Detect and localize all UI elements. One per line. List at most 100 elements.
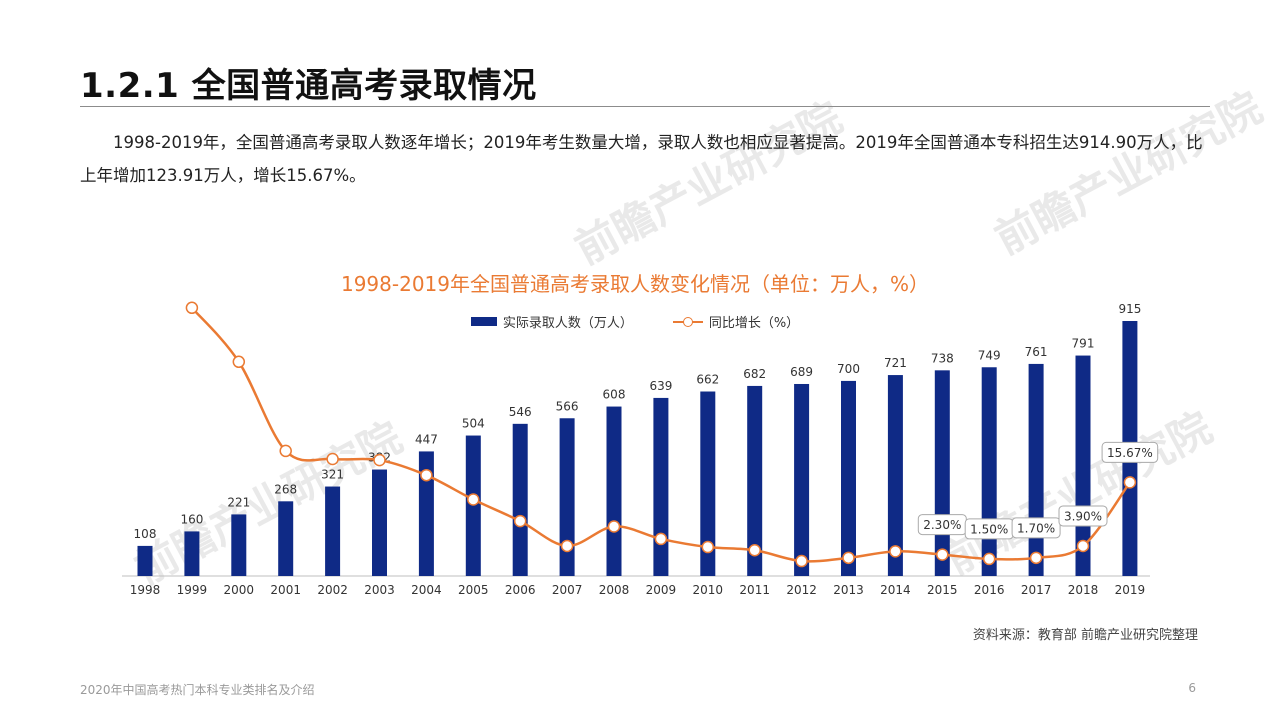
bar-value-label-2013: 700: [837, 362, 860, 376]
bar-2010: [700, 391, 716, 576]
chart-title: 1998-2019年全国普通高考录取人数变化情况（单位：万人，%）: [340, 272, 930, 296]
chart-legend: 实际录取人数（万人） 同比增长（%）: [0, 312, 1270, 331]
bar-2006: [512, 423, 528, 576]
x-tick-label-2017: 2017: [1021, 583, 1052, 597]
page-title: 1.2.1 全国普通高考录取情况: [80, 66, 537, 106]
bar-value-label-2019: 915: [1118, 302, 1141, 316]
bar-2003: [372, 469, 387, 576]
bar-value-label-2007: 566: [556, 399, 579, 413]
page-number: 6: [1188, 681, 1196, 695]
bar-1998: [137, 545, 153, 576]
bar-value-label-2010: 662: [696, 373, 719, 387]
line-point-2013: [842, 551, 855, 565]
bar-value-label-2002: 321: [321, 468, 344, 482]
bar-2007: [559, 418, 575, 576]
bar-value-label-2015: 738: [931, 351, 954, 365]
bar-2000: [231, 514, 247, 576]
line-point-2005: [467, 493, 480, 506]
bar-value-label-2016: 749: [978, 348, 1001, 362]
bar-2005: [465, 435, 481, 576]
legend-label-bars: 实际录取人数（万人）: [502, 316, 633, 331]
x-tick-label-2013: 2013: [833, 583, 864, 597]
legend-label-line: 同比增长（%）: [708, 316, 800, 331]
footer-document-title: 2020年中国高考热门本科专业类排名及介绍: [80, 683, 315, 697]
x-tick-label-2001: 2001: [270, 583, 301, 597]
bar-2001: [278, 501, 294, 576]
line-point-2003: [373, 453, 386, 467]
bar-value-label-2001: 268: [274, 482, 297, 496]
line-point-2011: [748, 544, 761, 557]
line-point-2009: [654, 532, 668, 546]
x-tick-label-2005: 2005: [458, 583, 489, 597]
bar-2002: [325, 486, 341, 576]
bar-value-label-2008: 608: [603, 388, 626, 402]
x-tick-label-2010: 2010: [693, 583, 724, 597]
line-point-2008: [607, 520, 621, 533]
x-tick-label-1999: 1999: [177, 583, 208, 597]
x-tick-label-2003: 2003: [364, 583, 395, 597]
bar-value-label-2012: 689: [790, 365, 813, 379]
line-point-2018: [1076, 539, 1090, 553]
bar-value-label-1999: 160: [180, 512, 203, 526]
line-label-2016: 1.50%: [970, 522, 1008, 536]
bar-value-label-2006: 546: [509, 405, 532, 419]
bar-2017: [1028, 363, 1044, 576]
x-tick-label-2004: 2004: [411, 583, 442, 597]
bar-value-label-2000: 221: [227, 495, 250, 509]
x-tick-label-2015: 2015: [927, 583, 958, 597]
x-tick-label-2007: 2007: [552, 583, 583, 597]
bar-value-label-2018: 791: [1072, 337, 1095, 351]
x-tick-label-2000: 2000: [224, 583, 255, 597]
line-point-2016: [982, 552, 996, 566]
line-point-2006: [513, 514, 527, 528]
bar-2008: [606, 406, 622, 576]
x-tick-label-2014: 2014: [880, 583, 911, 597]
line-point-2015: [936, 548, 949, 561]
bar-value-label-2009: 639: [649, 379, 672, 393]
bar-value-label-1998: 108: [134, 527, 157, 541]
line-label-box-2017: [1011, 517, 1061, 539]
line-point-2000: [232, 355, 246, 369]
line-label-box-2018: [1058, 505, 1108, 527]
bar-value-label-2005: 504: [462, 417, 485, 431]
line-label-2019: 15.67%: [1107, 446, 1153, 460]
bar-value-label-2004: 447: [415, 432, 438, 446]
line-point-2012: [795, 554, 808, 568]
line-point-2002: [326, 452, 339, 466]
line-label-2017: 1.70%: [1017, 521, 1055, 535]
x-tick-label-2016: 2016: [974, 583, 1005, 597]
legend-item-line: 同比增长（%）: [672, 312, 800, 331]
bar-value-label-2014: 721: [884, 356, 907, 370]
line-point-2004: [420, 468, 433, 482]
line-point-1999: [185, 301, 199, 315]
x-tick-label-2012: 2012: [786, 583, 817, 597]
line-point-2007: [560, 539, 574, 553]
bar-1999: [184, 531, 200, 576]
x-tick-label-2002: 2002: [317, 583, 348, 597]
line-point-2010: [701, 540, 715, 554]
line-label-2015: 2.30%: [923, 518, 961, 532]
legend-item-bars: 实际录取人数（万人）: [470, 312, 633, 331]
title-divider: [80, 106, 1210, 107]
bar-2013: [841, 380, 856, 576]
line-label-2018: 3.90%: [1064, 509, 1102, 523]
bar-2009: [653, 397, 669, 576]
line-point-2019: [1123, 476, 1137, 489]
x-tick-label-2009: 2009: [646, 583, 677, 597]
line-point-2001: [279, 444, 292, 458]
source-note: 资料来源：教育部 前瞻产业研究院整理: [972, 628, 1198, 643]
line-point-2017: [1029, 551, 1043, 565]
summary-paragraph: 1998-2019年，全国普通高考录取人数逐年增长；2019年考生数量大增，录取…: [80, 133, 1203, 185]
bar-2004: [418, 451, 434, 576]
x-tick-label-2006: 2006: [505, 583, 536, 597]
x-tick-label-1998: 1998: [130, 583, 161, 597]
bar-2016: [981, 367, 997, 576]
bar-2014: [887, 375, 903, 576]
bar-2011: [747, 385, 763, 576]
x-tick-label-2011: 2011: [739, 583, 770, 597]
line-label-box-2019: [1101, 441, 1159, 463]
legend-line-swatch: [672, 316, 703, 328]
x-tick-label-2019: 2019: [1115, 583, 1146, 597]
bar-2015: [934, 370, 950, 576]
